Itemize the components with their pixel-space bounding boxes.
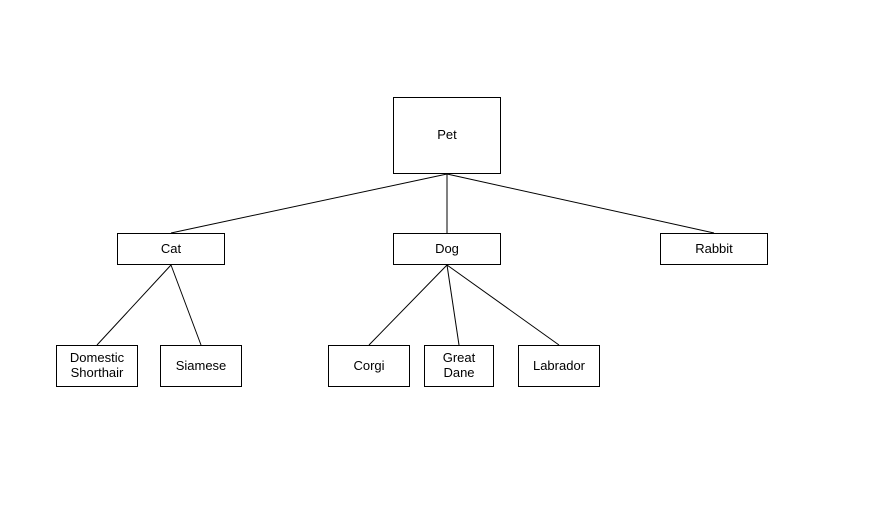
node-siamese: Siamese (160, 345, 242, 387)
node-label: Domestic Shorthair (61, 351, 133, 381)
edge-pet-rabbit (447, 174, 714, 233)
node-label: Cat (161, 242, 181, 257)
edge-cat-domestic (97, 265, 171, 345)
node-label: Rabbit (695, 242, 733, 257)
node-domestic: Domestic Shorthair (56, 345, 138, 387)
node-label: Pet (437, 128, 457, 143)
node-label: Labrador (533, 359, 585, 374)
node-label: Siamese (176, 359, 227, 374)
node-greatdane: Great Dane (424, 345, 494, 387)
node-label: Dog (435, 242, 459, 257)
node-dog: Dog (393, 233, 501, 265)
edge-dog-labrador (447, 265, 559, 345)
edge-cat-siamese (171, 265, 201, 345)
node-pet: Pet (393, 97, 501, 174)
node-label: Great Dane (429, 351, 489, 381)
node-rabbit: Rabbit (660, 233, 768, 265)
edge-dog-corgi (369, 265, 447, 345)
node-labrador: Labrador (518, 345, 600, 387)
node-label: Corgi (353, 359, 384, 374)
edge-dog-greatdane (447, 265, 459, 345)
edge-pet-cat (171, 174, 447, 233)
node-corgi: Corgi (328, 345, 410, 387)
node-cat: Cat (117, 233, 225, 265)
tree-diagram: Pet Cat Dog Rabbit Domestic Shorthair Siamese… (0, 0, 895, 511)
